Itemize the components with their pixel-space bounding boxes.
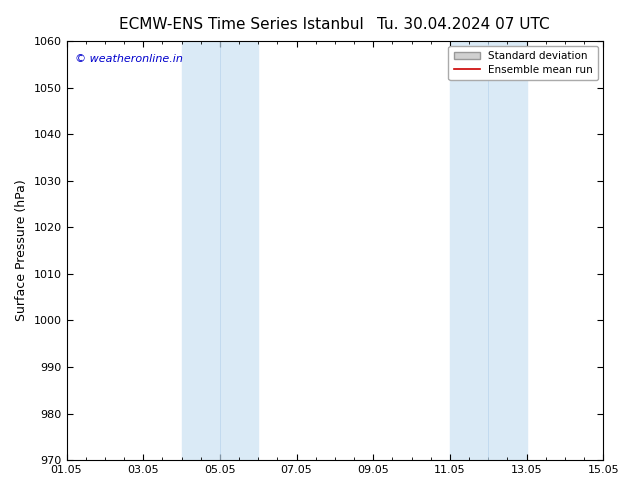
- Text: ECMW-ENS Time Series Istanbul: ECMW-ENS Time Series Istanbul: [119, 17, 363, 32]
- Y-axis label: Surface Pressure (hPa): Surface Pressure (hPa): [15, 180, 28, 321]
- Bar: [488, 41, 526, 460]
- Bar: [220, 41, 258, 460]
- Text: © weatheronline.in: © weatheronline.in: [75, 53, 183, 64]
- Legend: Standard deviation, Ensemble mean run: Standard deviation, Ensemble mean run: [448, 46, 598, 80]
- Text: Tu. 30.04.2024 07 UTC: Tu. 30.04.2024 07 UTC: [377, 17, 549, 32]
- Bar: [181, 41, 220, 460]
- Bar: [450, 41, 488, 460]
